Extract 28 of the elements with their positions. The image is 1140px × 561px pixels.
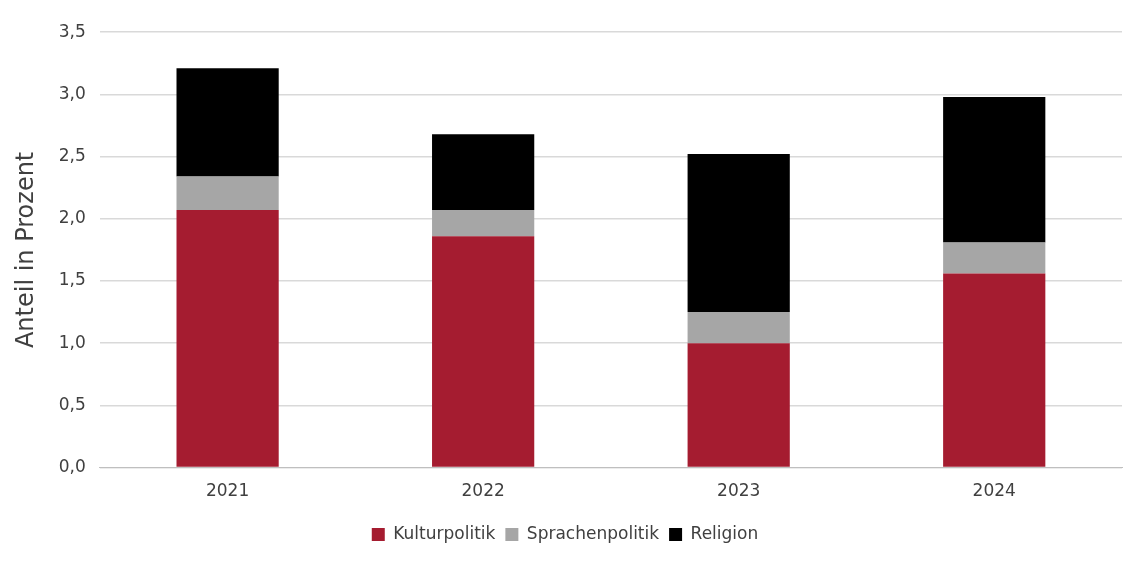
bar — [176, 176, 279, 211]
legend-label: Sprachenpolitik — [526, 522, 660, 543]
bar — [687, 154, 790, 313]
bar — [176, 210, 279, 467]
bar — [687, 312, 790, 344]
x-tick-label: 2023 — [717, 480, 761, 501]
legend-label: Religion — [690, 522, 759, 543]
legend-label: Kulturpolitik — [393, 522, 496, 543]
x-tick-label: 2024 — [972, 480, 1016, 501]
bar — [432, 134, 535, 211]
y-tick-label: 1,0 — [58, 331, 86, 352]
y-tick-label: 0,5 — [58, 393, 86, 414]
y-tick-label: 3,0 — [58, 82, 86, 103]
y-tick-label: 0,0 — [58, 456, 86, 477]
y-tick-label: 1,5 — [58, 269, 86, 290]
y-tick-label: 3,5 — [58, 20, 86, 41]
bar — [687, 343, 790, 467]
bar — [432, 210, 535, 237]
x-tick-label: 2022 — [461, 480, 505, 501]
bar — [176, 68, 279, 177]
y-tick-label: 2,5 — [58, 145, 86, 166]
bar — [943, 242, 1046, 274]
x-tick-label: 2021 — [205, 480, 250, 501]
y-tick-label: 2,0 — [58, 207, 86, 228]
bar — [943, 273, 1046, 467]
bar — [432, 236, 535, 467]
y-axis-title: Anteil in Prozent — [10, 151, 39, 349]
bar — [943, 96, 1046, 243]
